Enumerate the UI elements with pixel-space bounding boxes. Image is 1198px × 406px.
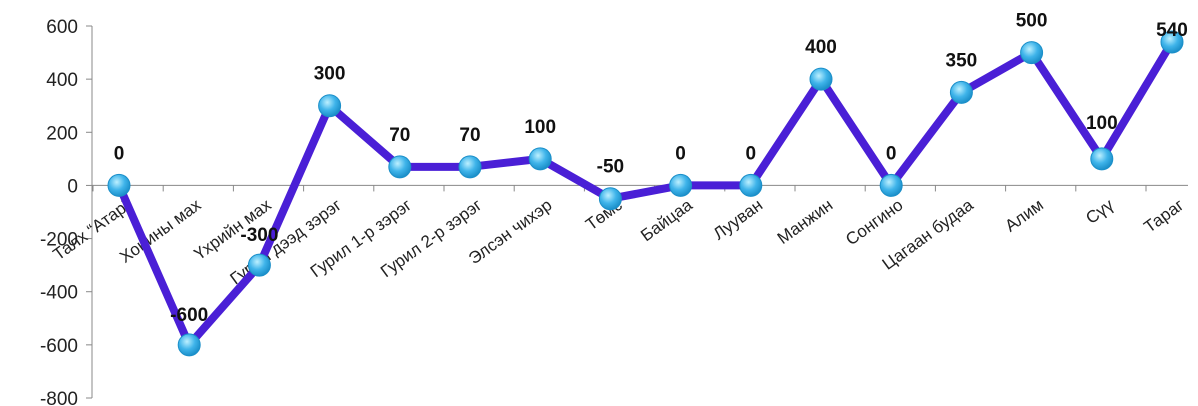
- data-point: [388, 155, 412, 179]
- x-tick-label: Байцаа: [637, 195, 696, 245]
- x-tick-label: Сүү: [1082, 195, 1117, 228]
- y-tick-label: -400: [40, 283, 78, 304]
- data-label: 100: [1086, 113, 1118, 134]
- y-tick-label: 200: [46, 123, 78, 144]
- data-point: [1160, 30, 1184, 54]
- data-label: 300: [314, 64, 346, 85]
- x-tick-label: Лууван: [710, 195, 766, 243]
- data-label: 0: [746, 143, 757, 164]
- data-label: 540: [1156, 20, 1188, 41]
- y-tick-label: 400: [46, 70, 78, 91]
- data-label: 70: [459, 125, 480, 146]
- x-tick-label: Манжин: [774, 195, 837, 248]
- data-point: [247, 253, 271, 277]
- y-tick-label: -200: [40, 230, 78, 251]
- data-point: [809, 67, 833, 91]
- data-label: 400: [805, 37, 837, 58]
- data-label: 0: [675, 143, 686, 164]
- data-point: [1020, 41, 1044, 65]
- data-point: [739, 173, 763, 197]
- data-label: 500: [1016, 11, 1048, 32]
- data-point: [177, 333, 201, 357]
- data-label: 0: [886, 143, 897, 164]
- data-point: [458, 155, 482, 179]
- data-point: [1090, 147, 1114, 171]
- data-label: -300: [240, 225, 278, 246]
- data-point: [107, 173, 131, 197]
- series-polyline: [115, 37, 1176, 349]
- data-point: [949, 80, 973, 104]
- y-axis: 600 400 200 0 -200 -400 -600 -800: [40, 17, 93, 406]
- data-label: -50: [597, 157, 624, 178]
- data-point: [318, 94, 342, 118]
- data-label: 350: [946, 50, 978, 71]
- data-markers: [107, 30, 1184, 357]
- data-point: [528, 147, 552, 171]
- data-point: [669, 173, 693, 197]
- y-tick-label: -800: [40, 389, 78, 406]
- data-label: 70: [389, 125, 410, 146]
- data-point: [879, 173, 903, 197]
- y-tick-label: 0: [67, 176, 78, 197]
- data-point: [598, 187, 622, 211]
- y-tick-label: -600: [40, 336, 78, 357]
- x-tick-label: Тараг: [1140, 195, 1187, 236]
- data-label: 100: [524, 117, 556, 138]
- data-labels: 0 -600 -300 300 70 70 100 -50 0 0 400 0 350 500 100 540: [114, 11, 1188, 326]
- data-label: -600: [170, 305, 208, 326]
- x-tick-label: Алим: [1001, 195, 1047, 235]
- x-tick-label: Сонгино: [842, 195, 906, 249]
- data-label: 0: [114, 143, 125, 164]
- y-tick-label: 600: [46, 17, 78, 38]
- series-line: [115, 37, 1176, 349]
